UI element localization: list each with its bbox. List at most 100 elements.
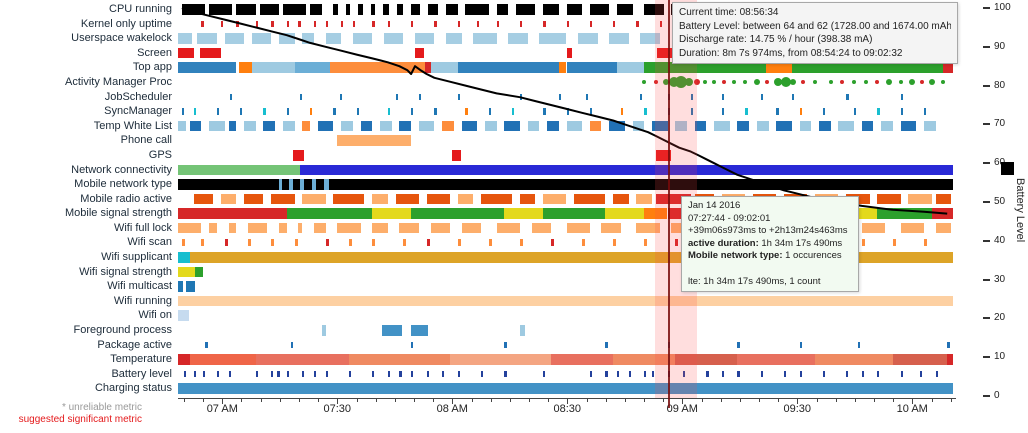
segment-cpu-running[interactable]: [383, 4, 390, 15]
segment-battery-level[interactable]: [784, 370, 787, 378]
segment-syncmanager[interactable]: [543, 108, 546, 115]
segment-temp-white-list[interactable]: [819, 120, 831, 132]
event-dot[interactable]: [722, 80, 727, 85]
segment-wifi-scan[interactable]: [372, 239, 376, 247]
segment-mobile-radio-active[interactable]: [613, 193, 629, 205]
segment-cpu-running[interactable]: [543, 4, 559, 15]
segment-jobscheduler[interactable]: [639, 93, 642, 101]
event-dot[interactable]: [885, 79, 892, 86]
segment-syncmanager[interactable]: [193, 108, 196, 115]
segment-package-active[interactable]: [504, 341, 507, 349]
segment-temp-white-list[interactable]: [756, 120, 769, 132]
segment-screen[interactable]: [414, 47, 425, 59]
event-dot[interactable]: [642, 80, 647, 85]
segment-cpu-running[interactable]: [446, 4, 458, 15]
segment-cpu-running[interactable]: [236, 4, 256, 15]
segment-battery-level[interactable]: [372, 370, 375, 378]
segment-syncmanager[interactable]: [240, 108, 243, 115]
segment-top-app[interactable]: [566, 62, 617, 73]
segment-top-app[interactable]: [558, 62, 567, 73]
segment-cpu-running[interactable]: [181, 4, 206, 15]
segment-cpu-running[interactable]: [428, 4, 438, 15]
segment-battery-level[interactable]: [683, 370, 686, 378]
segment-temp-white-list[interactable]: [609, 120, 625, 132]
segment-battery-level[interactable]: [760, 370, 763, 378]
segment-wifi-scan[interactable]: [294, 239, 298, 247]
segment-wifi-full-lock[interactable]: [399, 222, 419, 234]
segment-cpu-running[interactable]: [589, 4, 610, 15]
segment-mobile-signal-strength[interactable]: [178, 208, 287, 219]
segment-syncmanager[interactable]: [923, 108, 927, 115]
event-dot[interactable]: [920, 80, 925, 85]
segment-battery-level[interactable]: [481, 370, 484, 378]
event-dot[interactable]: [828, 80, 833, 85]
event-dot[interactable]: [801, 80, 806, 85]
segment-kernel-only-uptime[interactable]: [387, 20, 391, 28]
segment-temp-white-list[interactable]: [228, 120, 237, 132]
segment-userspace-wakelock[interactable]: [383, 33, 404, 44]
segment-battery-level[interactable]: [216, 370, 220, 378]
segment-syncmanager[interactable]: [900, 108, 903, 115]
segment-syncmanager[interactable]: [745, 108, 748, 115]
segment-temp-white-list[interactable]: [461, 120, 478, 132]
event-dot[interactable]: [780, 77, 791, 88]
segment-syncmanager[interactable]: [822, 108, 826, 115]
segment-wifi-full-lock[interactable]: [298, 222, 303, 234]
segment-top-app[interactable]: [178, 62, 237, 73]
segment-battery-level[interactable]: [399, 370, 402, 378]
segment-temp-white-list[interactable]: [399, 120, 412, 132]
segment-wifi-full-lock[interactable]: [461, 222, 482, 234]
segment-wifi-full-lock[interactable]: [209, 222, 217, 234]
segment-battery-level[interactable]: [617, 370, 620, 378]
segment-wifi-scan[interactable]: [348, 239, 353, 247]
segment-syncmanager[interactable]: [286, 108, 290, 115]
segment-mobile-signal-strength[interactable]: [504, 208, 544, 219]
segment-battery-level[interactable]: [861, 370, 864, 378]
segment-userspace-wakelock[interactable]: [473, 33, 497, 44]
segment-temperature[interactable]: [255, 354, 349, 365]
event-dot[interactable]: [743, 80, 748, 85]
segment-mobile-signal-strength[interactable]: [931, 208, 954, 219]
segment-syncmanager[interactable]: [776, 108, 779, 115]
segment-wifi-signal-strength[interactable]: [195, 266, 203, 278]
segment-battery-level[interactable]: [721, 370, 725, 378]
segment-temp-white-list[interactable]: [263, 120, 276, 132]
segment-mobile-signal-strength[interactable]: [411, 208, 505, 219]
segment-temp-white-list[interactable]: [861, 120, 874, 132]
segment-battery-level[interactable]: [651, 370, 655, 378]
segment-wifi-scan[interactable]: [325, 239, 329, 247]
segment-temp-white-list[interactable]: [566, 120, 583, 132]
segment-syncmanager[interactable]: [411, 108, 414, 115]
segment-kernel-only-uptime[interactable]: [434, 20, 437, 28]
segment-mobile-radio-active[interactable]: [543, 193, 567, 205]
segment-battery-level[interactable]: [799, 370, 802, 378]
segment-temperature[interactable]: [449, 354, 551, 365]
segment-syncmanager[interactable]: [566, 108, 569, 115]
event-dot[interactable]: [712, 80, 717, 85]
segment-kernel-only-uptime[interactable]: [341, 20, 344, 28]
segment-foreground-process[interactable]: [411, 325, 429, 336]
segment-temp-white-list[interactable]: [737, 120, 750, 132]
segment-mobile-signal-strength[interactable]: [605, 208, 645, 219]
segment-battery-level[interactable]: [628, 370, 631, 378]
segment-temp-white-list[interactable]: [776, 120, 792, 132]
segment-battery-level[interactable]: [589, 370, 592, 378]
segment-wifi-full-lock[interactable]: [496, 222, 520, 234]
segment-wifi-scan[interactable]: [519, 239, 523, 247]
segment-kernel-only-uptime[interactable]: [411, 20, 414, 28]
segment-kernel-only-uptime[interactable]: [255, 20, 259, 28]
segment-mobile-radio-active[interactable]: [935, 193, 952, 205]
segment-syncmanager[interactable]: [434, 108, 437, 115]
segment-mobile-network-type[interactable]: [279, 179, 283, 190]
segment-wifi-full-lock[interactable]: [337, 222, 361, 234]
segment-temp-white-list[interactable]: [317, 120, 334, 132]
segment-userspace-wakelock[interactable]: [224, 33, 245, 44]
segment-wifi-scan[interactable]: [675, 239, 679, 247]
event-dot[interactable]: [732, 80, 737, 85]
segment-temperature[interactable]: [815, 354, 893, 365]
segment-cpu-running[interactable]: [566, 4, 583, 15]
segment-temp-white-list[interactable]: [209, 120, 225, 132]
segment-wifi-signal-strength[interactable]: [178, 266, 196, 278]
segment-battery-level[interactable]: [228, 370, 231, 378]
segment-userspace-wakelock[interactable]: [325, 33, 342, 44]
